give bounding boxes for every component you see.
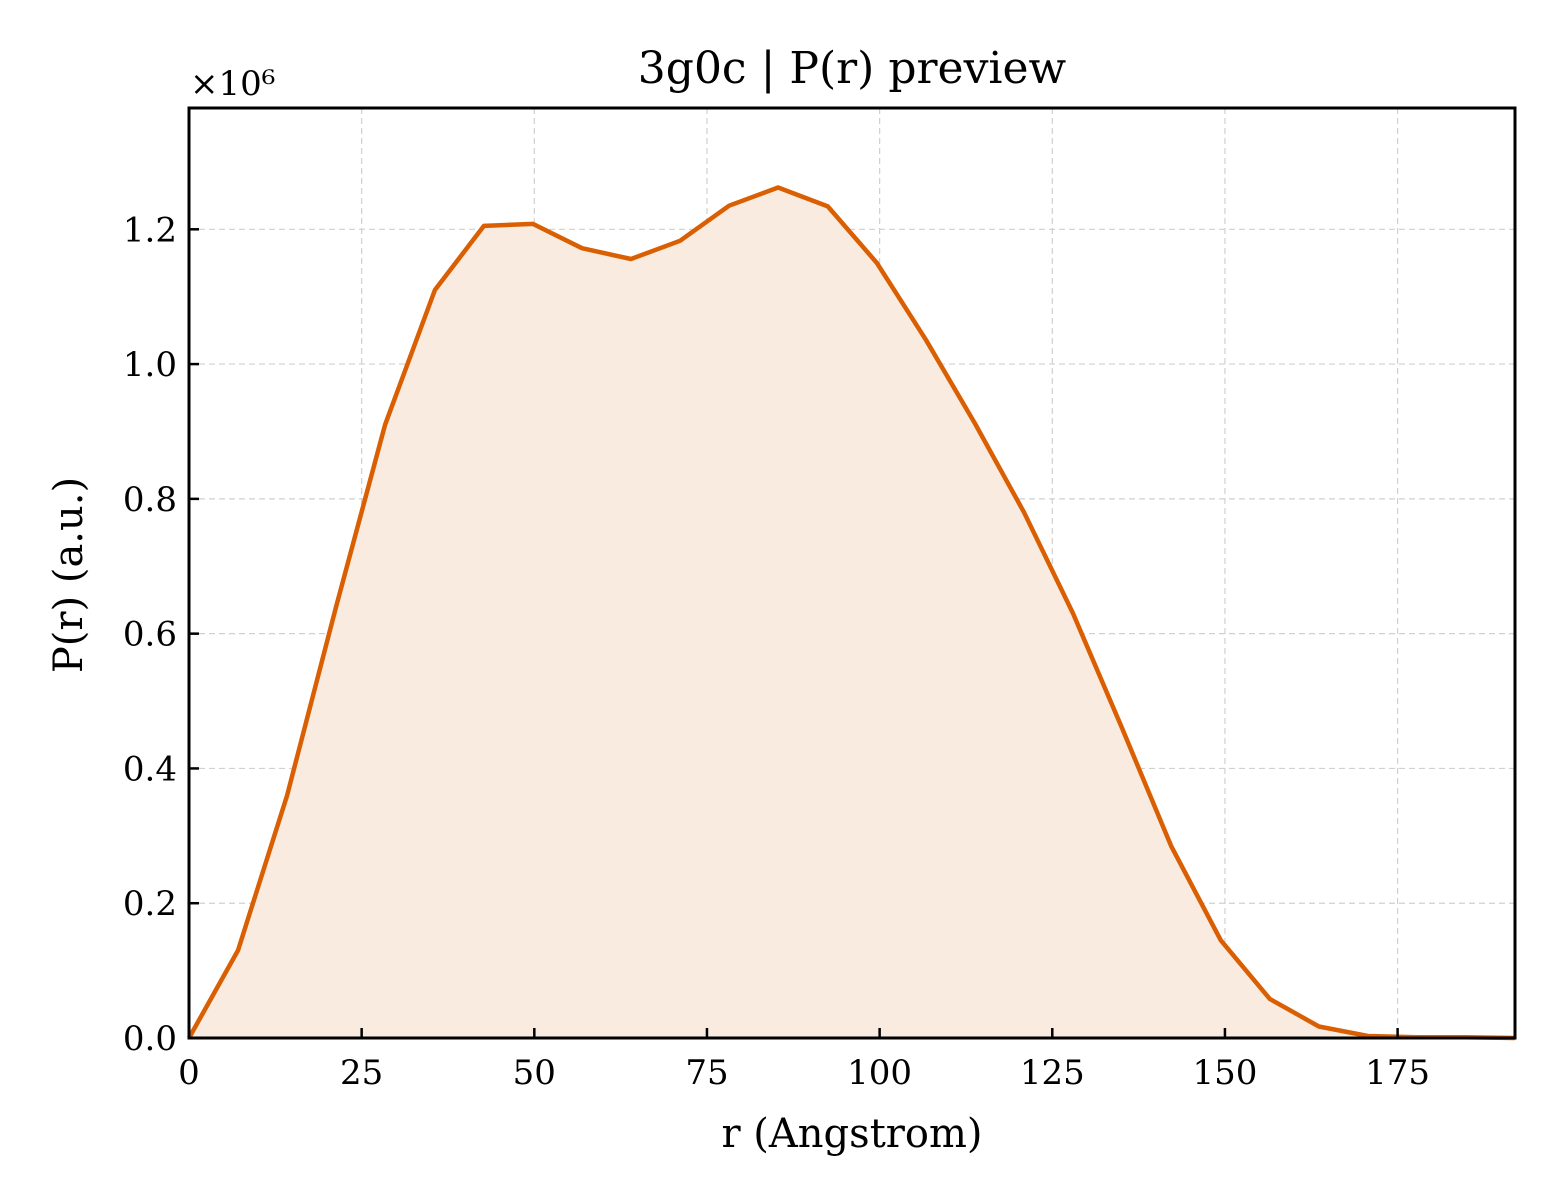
x-tick-labels: 0 25 50 75 100 125 150 175 xyxy=(178,1053,1430,1093)
x-tick-label: 125 xyxy=(1020,1053,1085,1093)
x-tick-label: 50 xyxy=(513,1053,556,1093)
y-tick-labels: 0.0 0.2 0.4 0.6 0.8 1.0 1.2 xyxy=(123,210,177,1059)
area-fill xyxy=(189,187,1515,1038)
plot-frame xyxy=(187,106,1517,1040)
x-axis-label: r (Angstrom) xyxy=(721,1111,982,1157)
y-tick-label: 0.6 xyxy=(123,615,177,655)
x-tick-label: 175 xyxy=(1365,1053,1430,1093)
chart-title: 3g0c | P(r) preview xyxy=(638,43,1067,94)
y-tick-label: 0.8 xyxy=(123,480,177,520)
x-tick-label: 25 xyxy=(340,1053,383,1093)
y-tick-label: 0.0 xyxy=(123,1019,177,1059)
y-tick-label: 1.2 xyxy=(123,210,177,250)
y-tick-label: 1.0 xyxy=(123,345,177,385)
x-tick-label: 0 xyxy=(178,1053,200,1093)
x-tick-label: 150 xyxy=(1192,1053,1257,1093)
x-tick-label: 75 xyxy=(685,1053,728,1093)
y-tick-label: 0.2 xyxy=(123,884,177,924)
y-multiplier-label: ×10⁶ xyxy=(190,64,275,104)
y-tick-label: 0.4 xyxy=(123,749,177,789)
x-tick-label: 100 xyxy=(847,1053,912,1093)
y-axis-label: P(r) (a.u.) xyxy=(46,477,92,673)
series-line xyxy=(187,185,1516,1041)
